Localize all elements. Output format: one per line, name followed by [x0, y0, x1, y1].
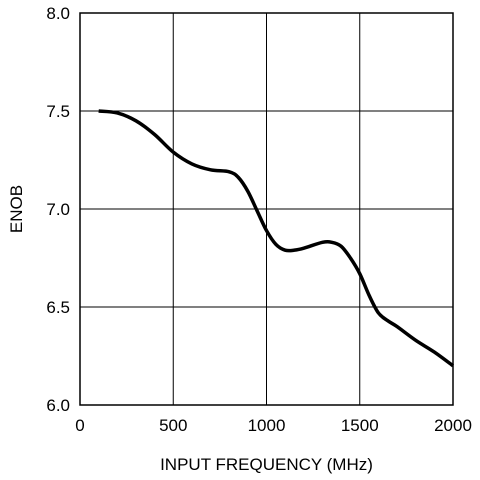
x-tick-label: 0 — [75, 416, 84, 435]
y-tick-label: 6.5 — [46, 298, 70, 317]
y-tick-label: 7.5 — [46, 102, 70, 121]
y-tick-label: 8.0 — [46, 4, 70, 23]
plot-area-frame — [79, 12, 454, 406]
x-tick-label: 2000 — [434, 416, 472, 435]
x-tick-label: 1500 — [341, 416, 379, 435]
y-tick-label: 6.0 — [46, 396, 70, 415]
x-tick-label: 1000 — [248, 416, 286, 435]
y-axis-title: ENOB — [7, 185, 26, 233]
x-axis-title: INPUT FREQUENCY (MHz) — [160, 455, 373, 474]
x-axis-tick-labels: 0 500 1000 1500 2000 — [75, 416, 472, 435]
y-tick-label: 7.0 — [46, 200, 70, 219]
x-tick-label: 500 — [159, 416, 187, 435]
enob-series-line — [98, 109, 455, 368]
series-layer — [98, 109, 455, 368]
y-axis-tick-labels: 8.0 7.5 7.0 6.5 6.0 — [46, 4, 70, 415]
